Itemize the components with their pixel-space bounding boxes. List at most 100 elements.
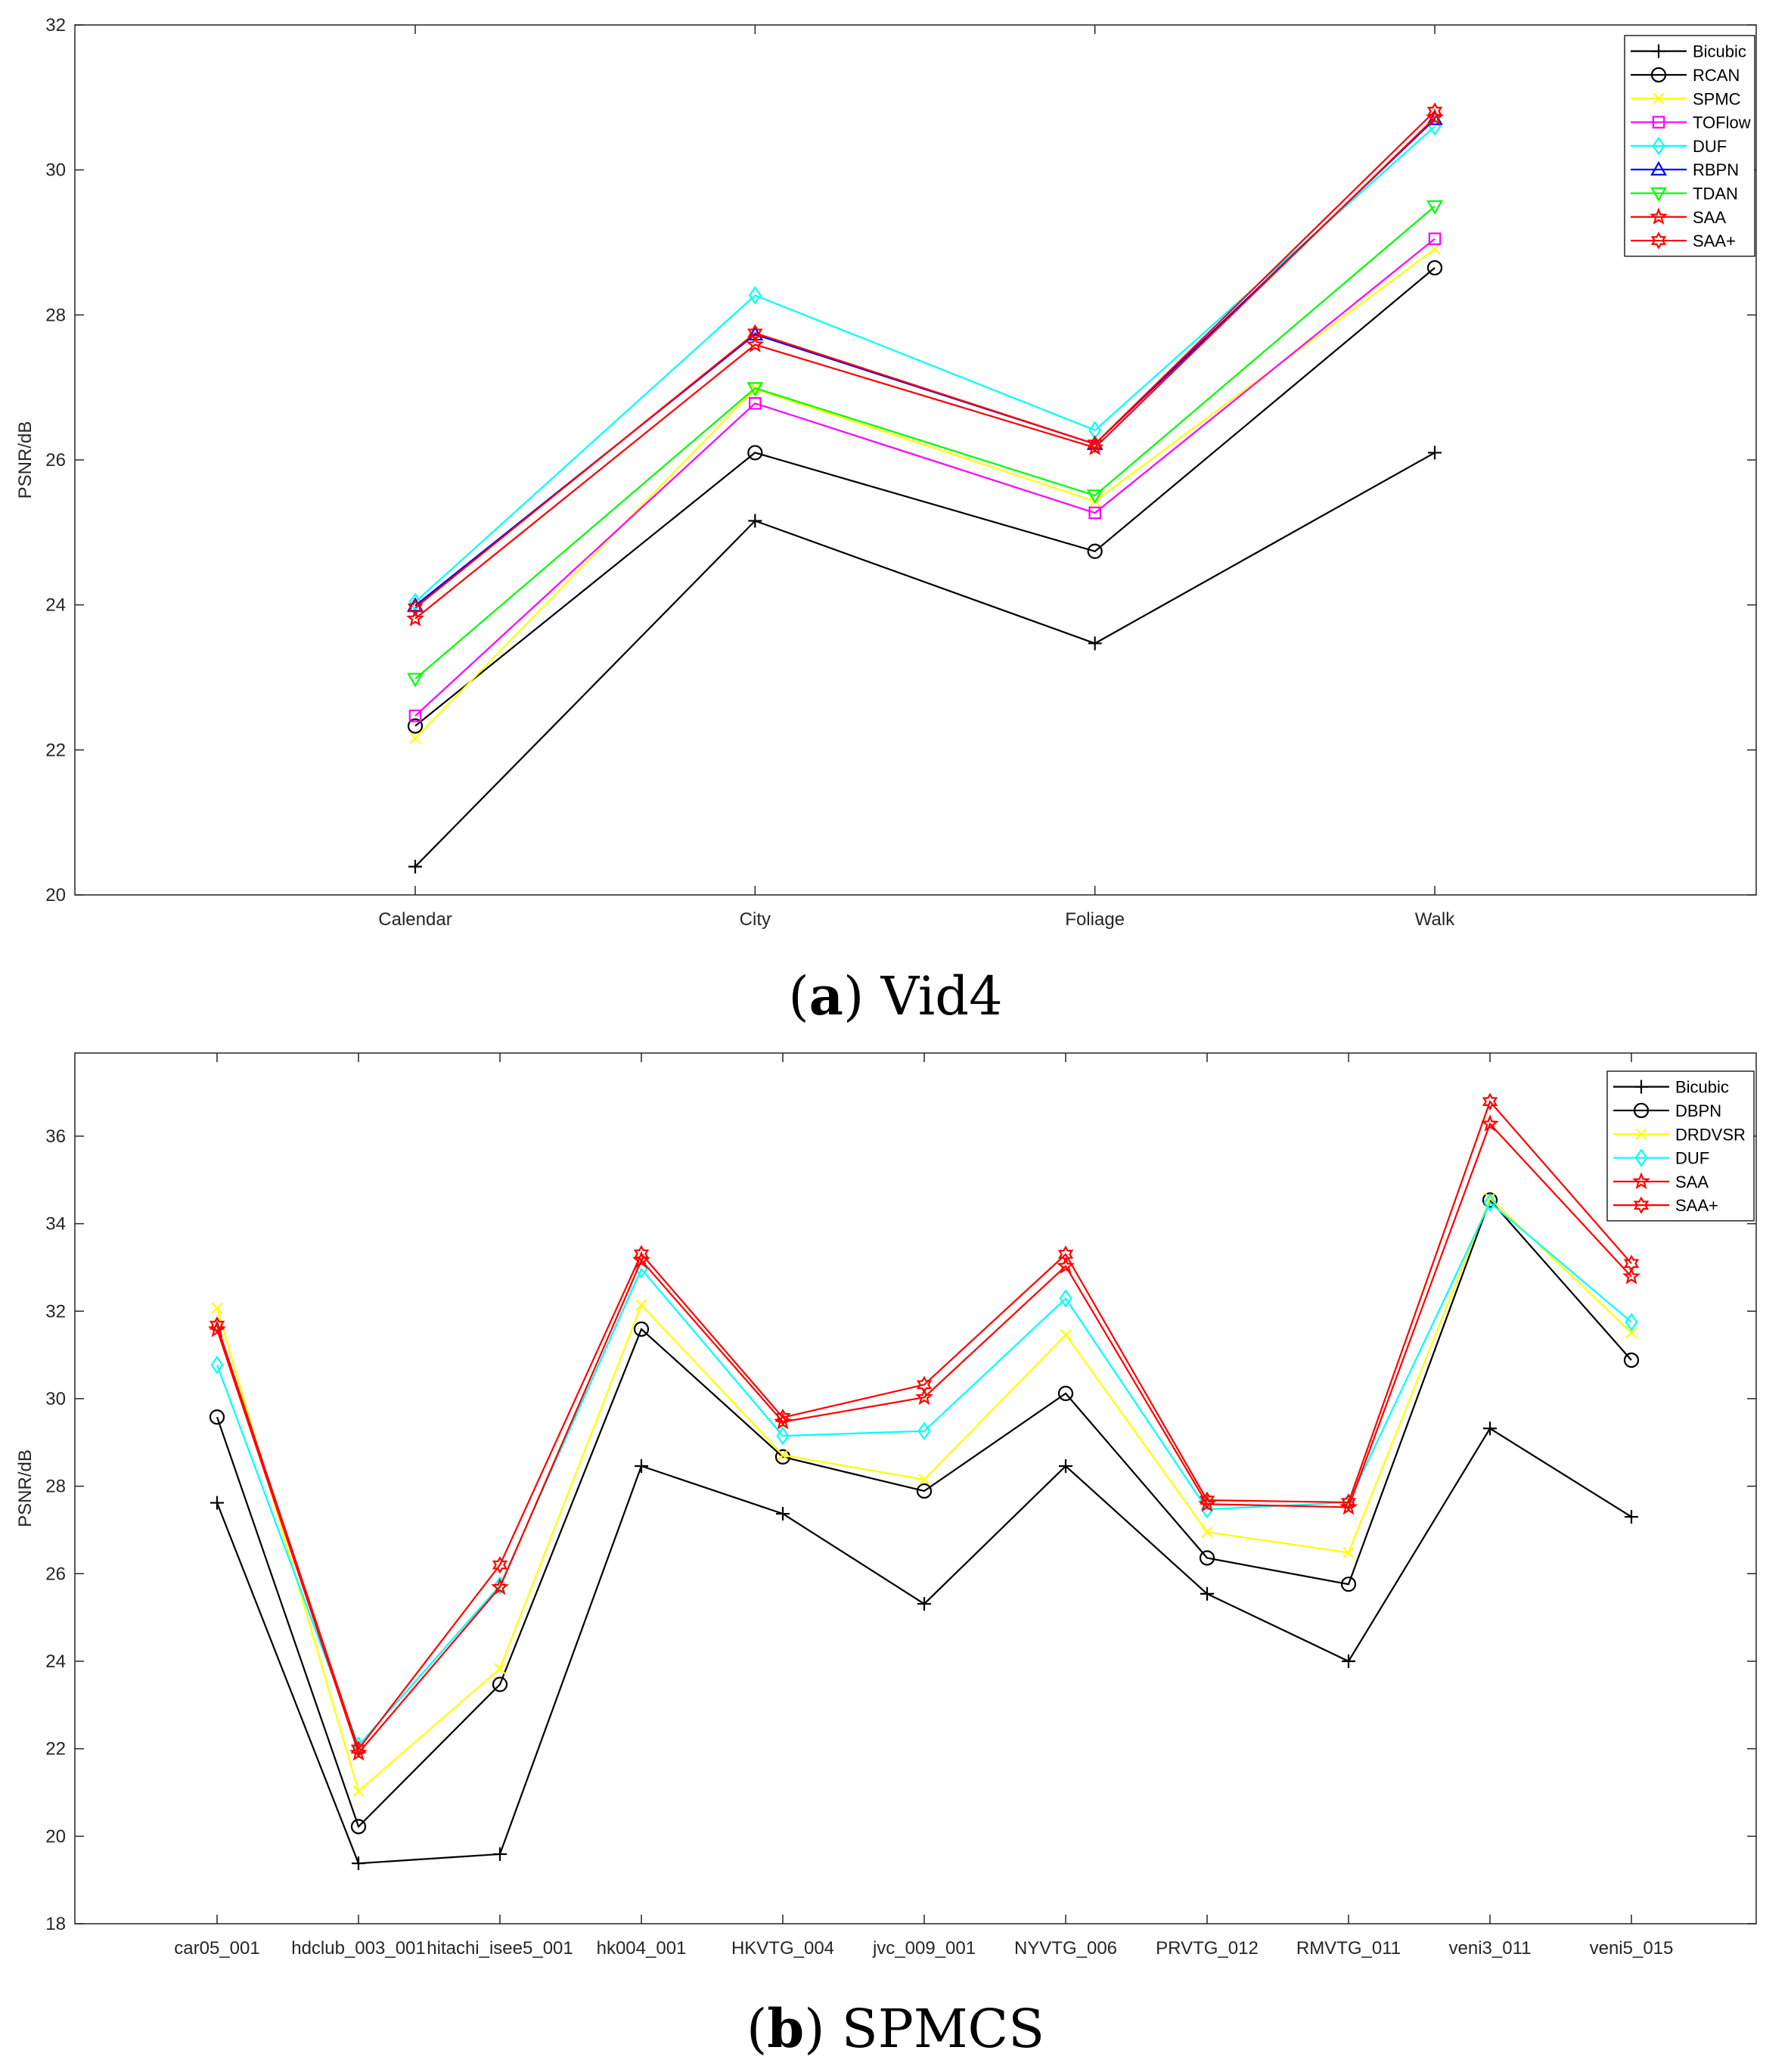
data-point <box>1200 1586 1214 1601</box>
svg-text:SAA: SAA <box>1693 208 1726 227</box>
x-tick-label: jvc_009_001 <box>872 1938 976 1959</box>
data-point <box>1482 1192 1498 1208</box>
data-point <box>1199 1491 1215 1509</box>
data-point <box>492 1676 508 1692</box>
svg-text:RBPN: RBPN <box>1693 160 1739 179</box>
data-point <box>1086 489 1103 505</box>
series-line <box>414 205 1436 680</box>
chart-spmcs: 18 20 22 24 26 28 30 32 34 36 car05_001 hdclub_003_… <box>15 1052 1757 2060</box>
x-tick-label: RMVTG_011 <box>1296 1938 1401 1959</box>
data-point <box>776 1507 790 1521</box>
x-tick-label: veni3_011 <box>1449 1938 1532 1959</box>
y-tick-label: 24 <box>45 1651 66 1672</box>
series-line <box>414 238 1436 717</box>
svg-text:RCAN: RCAN <box>1693 66 1740 85</box>
data-point <box>1087 543 1103 559</box>
data-point <box>777 1449 789 1462</box>
x-tick-label: hitachi_isee5_001 <box>427 1938 573 1959</box>
data-point <box>493 1847 507 1862</box>
data-point <box>350 1819 367 1834</box>
figure-caption: (b) SPMCS <box>747 1997 1044 2060</box>
legend-entry: RBPN <box>1631 160 1739 179</box>
data-point <box>635 1299 647 1311</box>
legend-entry: Bicubic <box>1613 1078 1729 1097</box>
data-point <box>1057 1245 1074 1263</box>
y-tick-label: 36 <box>45 1126 66 1147</box>
chart-vid4: 20 22 24 26 28 30 32 Calendar City Foliage Walk PSN… <box>15 15 1757 1027</box>
data-point <box>406 609 424 626</box>
data-point <box>209 1409 225 1425</box>
x-tick-label: City <box>740 909 771 930</box>
data-point <box>210 1496 224 1510</box>
y-tick-label: 26 <box>45 1564 66 1584</box>
data-point <box>494 1663 506 1675</box>
legend-entry: DUF <box>1631 136 1727 156</box>
y-tick-label: 32 <box>45 1301 66 1322</box>
data-point <box>1426 200 1443 215</box>
y-tick-label: 22 <box>45 1739 66 1760</box>
x-tick-label: HKVTG_004 <box>731 1938 834 1959</box>
legend-entry: SAA+ <box>1631 231 1736 250</box>
data-point <box>1057 1385 1074 1402</box>
data-point <box>352 1856 365 1871</box>
series-dbpn <box>209 1192 1640 1834</box>
data-point <box>747 445 763 461</box>
svg-text:DBPN: DBPN <box>1675 1101 1721 1120</box>
data-point <box>1481 1114 1499 1132</box>
legend-entry: Bicubic <box>1631 42 1746 61</box>
data-point <box>409 732 421 744</box>
data-point <box>1483 1193 1497 1213</box>
legend: Bicubic DBPN DRDVSR DUF SAA SAA+ <box>1606 1070 1755 1222</box>
x-tick-label: veni5_015 <box>1590 1938 1674 1959</box>
data-point <box>748 514 762 528</box>
y-tick-label: 24 <box>45 595 66 616</box>
series-drdvsr <box>211 1192 1637 1797</box>
y-axis-label: PSNR/dB <box>15 421 36 499</box>
data-point <box>747 382 764 397</box>
data-point <box>1625 1327 1637 1339</box>
series-line <box>414 116 1436 620</box>
data-point <box>1428 232 1442 246</box>
series-rcan <box>407 259 1443 734</box>
data-point <box>1482 1092 1498 1111</box>
legend-entry: SAA <box>1613 1172 1709 1191</box>
svg-text:SAA+: SAA+ <box>1693 231 1736 250</box>
data-point <box>1483 1421 1497 1436</box>
data-point <box>1340 1577 1357 1592</box>
y-tick-label: 28 <box>45 1477 66 1497</box>
legend-entry: DUF <box>1613 1148 1709 1168</box>
data-point <box>1426 102 1443 120</box>
data-point <box>1087 435 1103 453</box>
y-axis-label: PSNR/dB <box>15 1449 36 1527</box>
data-point <box>916 1483 933 1499</box>
data-point <box>915 1387 933 1406</box>
data-point <box>408 709 422 722</box>
data-point <box>407 673 424 688</box>
data-point <box>1622 1267 1640 1285</box>
data-point <box>917 1597 931 1611</box>
data-point <box>209 1316 225 1334</box>
data-point <box>917 1421 931 1441</box>
data-point <box>493 1576 507 1595</box>
svg-text:DUF: DUF <box>1675 1149 1709 1168</box>
data-point <box>492 1556 508 1574</box>
svg-text:SPMC: SPMC <box>1693 89 1741 108</box>
data-point <box>774 1409 791 1427</box>
legend-entry: SAA+ <box>1613 1196 1718 1215</box>
series-saa- <box>407 102 1443 617</box>
y-tick-label: 20 <box>45 885 66 906</box>
legend-entry: TDAN <box>1631 184 1738 203</box>
y-tick-label: 26 <box>45 450 66 471</box>
data-point <box>407 598 424 617</box>
data-point <box>1199 1550 1215 1566</box>
data-point <box>1059 1459 1072 1473</box>
data-point <box>1201 1526 1213 1538</box>
series-line <box>414 452 1436 868</box>
data-point <box>210 1356 224 1375</box>
svg-text:Bicubic: Bicubic <box>1675 1078 1729 1097</box>
x-tick-label: car05_001 <box>174 1938 259 1959</box>
data-point <box>916 1375 933 1394</box>
data-point <box>408 859 422 874</box>
x-tick-label: Calendar <box>378 909 452 930</box>
svg-text:DRDVSR: DRDVSR <box>1675 1125 1746 1144</box>
